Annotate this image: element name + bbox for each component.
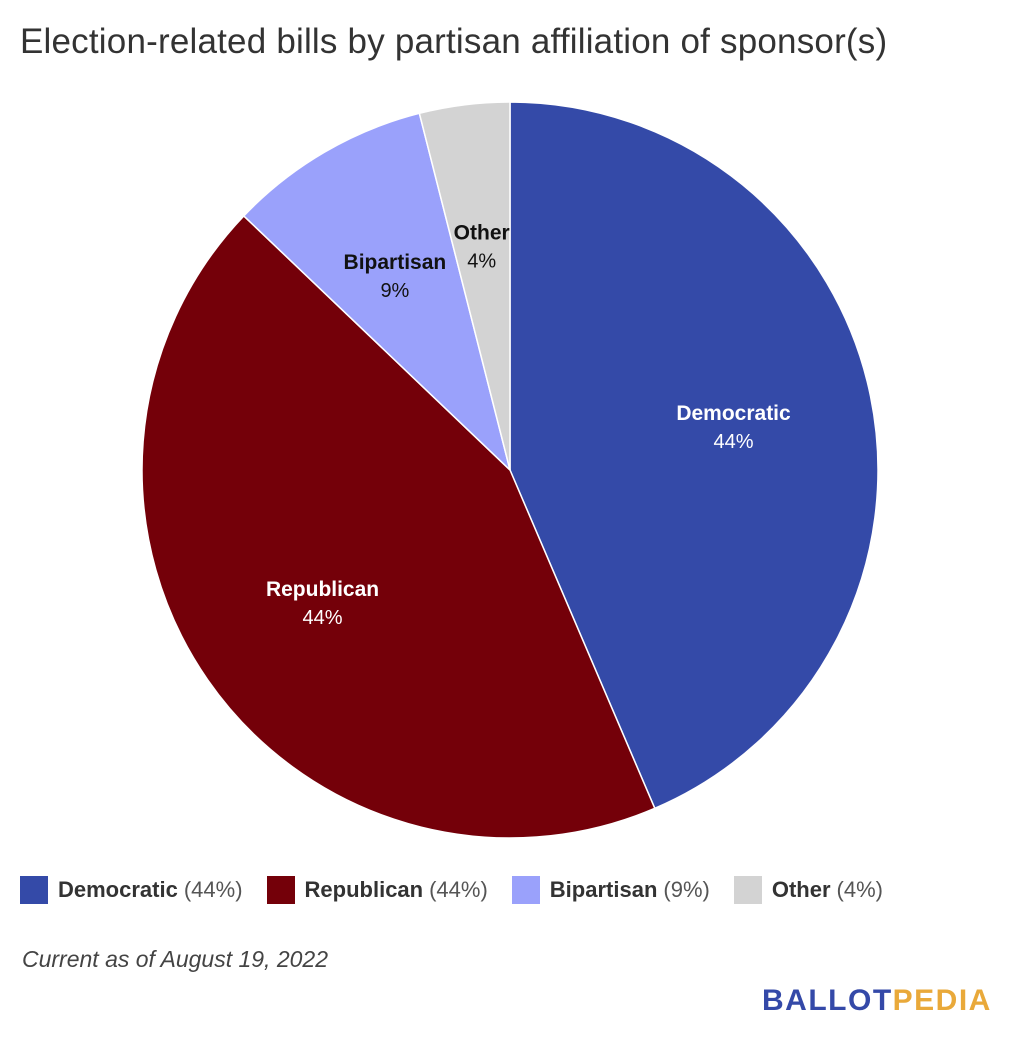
legend-pct-bipartisan: (9%) <box>663 877 710 902</box>
legend-pct-republican: (44%) <box>429 877 488 902</box>
chart-title: Election-related bills by partisan affil… <box>20 22 888 61</box>
pie-chart: Democratic 44% Republican 44% Bipartisan 9% Ot… <box>141 101 879 839</box>
pie-slice-democratic <box>509 101 879 810</box>
legend-pct-democratic: (44%) <box>183 877 243 902</box>
slice-label-republican: Republican <box>266 578 379 601</box>
legend-swatch-other <box>733 876 762 904</box>
pie-slice-other <box>418 101 511 471</box>
footnote: Current as of August 19, 2022 <box>22 946 329 972</box>
legend-item-other: Other (4%) <box>733 876 883 904</box>
legend-item-democratic: Democratic (44%) <box>20 876 243 904</box>
slice-label-bipartisan: Bipartisan <box>344 251 447 274</box>
logo-text-ballot: BALLOT <box>762 984 893 1017</box>
slice-pct-bipartisan: 9% <box>380 280 409 302</box>
slice-pct-republican: 44% <box>303 607 343 629</box>
ballotpedia-logo: BALLOTPEDIA <box>762 984 992 1018</box>
slice-pct-democratic: 44% <box>713 431 753 453</box>
legend-label-bipartisan: Bipartisan <box>549 877 658 902</box>
logo-text-pedia: PEDIA <box>892 984 992 1017</box>
legend-item-republican: Republican (44%) <box>266 876 488 904</box>
legend-label-republican: Republican <box>304 877 424 902</box>
pie-slice-republican <box>141 214 656 839</box>
legend-label-democratic: Democratic <box>58 877 178 902</box>
legend-swatch-democratic <box>20 876 48 904</box>
legend-swatch-republican <box>266 876 295 904</box>
legend-swatch-bipartisan <box>511 876 540 904</box>
legend-pct-other: (4%) <box>836 877 883 902</box>
slice-pct-other: 4% <box>467 251 496 273</box>
legend-label-other: Other <box>771 877 831 902</box>
slice-label-democratic: Democratic <box>676 402 791 425</box>
legend: Democratic (44%) Republican (44%) Bipart… <box>20 876 907 904</box>
legend-item-bipartisan: Bipartisan (9%) <box>511 876 710 904</box>
slice-label-other: Other <box>454 222 510 245</box>
pie-slice-bipartisan <box>242 112 512 473</box>
